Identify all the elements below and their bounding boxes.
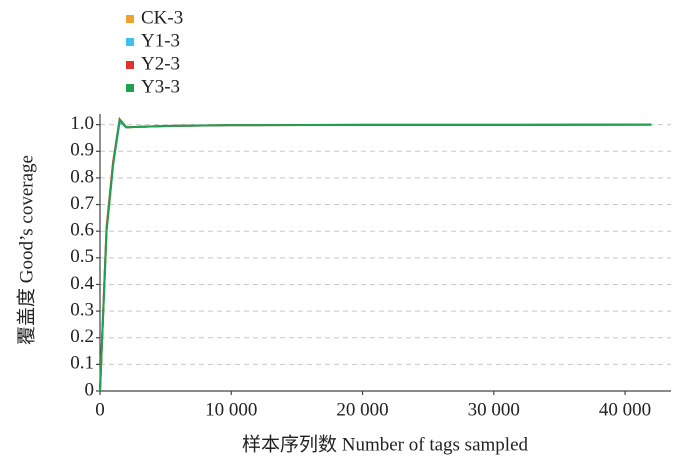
legend-label: Y1-3 xyxy=(141,30,180,51)
legend-label: Y2-3 xyxy=(141,53,180,74)
legend-swatch xyxy=(126,84,134,92)
y-tick-label: 0.1 xyxy=(70,353,94,374)
y-tick-label: 0.8 xyxy=(70,166,94,187)
legend-swatch xyxy=(126,15,134,23)
legend-label: Y3-3 xyxy=(141,76,180,97)
y-tick-label: 0 xyxy=(85,379,95,400)
legend-swatch xyxy=(126,61,134,69)
x-tick-label: 30 000 xyxy=(468,399,520,420)
y-tick-label: 0.5 xyxy=(70,246,94,267)
series-line xyxy=(99,120,652,392)
y-tick-label: 0.9 xyxy=(70,140,94,161)
x-tick-label: 0 xyxy=(95,399,105,420)
legend-swatch xyxy=(126,38,134,46)
legend-label: CK-3 xyxy=(141,7,183,28)
series-line xyxy=(99,116,652,392)
x-tick-label: 40 000 xyxy=(599,399,651,420)
y-tick-label: 0.4 xyxy=(70,273,94,294)
y-tick-label: 0.7 xyxy=(70,193,94,214)
y-axis-label: 覆盖度 Good’s coverage xyxy=(15,155,37,345)
y-tick-label: 1.0 xyxy=(70,113,94,134)
x-tick-label: 20 000 xyxy=(336,399,388,420)
x-tick-label: 10 000 xyxy=(205,399,257,420)
series-line xyxy=(99,116,652,392)
series-line xyxy=(99,116,652,392)
x-axis-label: 样本序列数 Number of tags sampled xyxy=(242,433,529,455)
y-tick-label: 0.2 xyxy=(70,326,94,347)
y-tick-label: 0.3 xyxy=(70,299,94,320)
y-tick-label: 0.6 xyxy=(70,220,94,241)
